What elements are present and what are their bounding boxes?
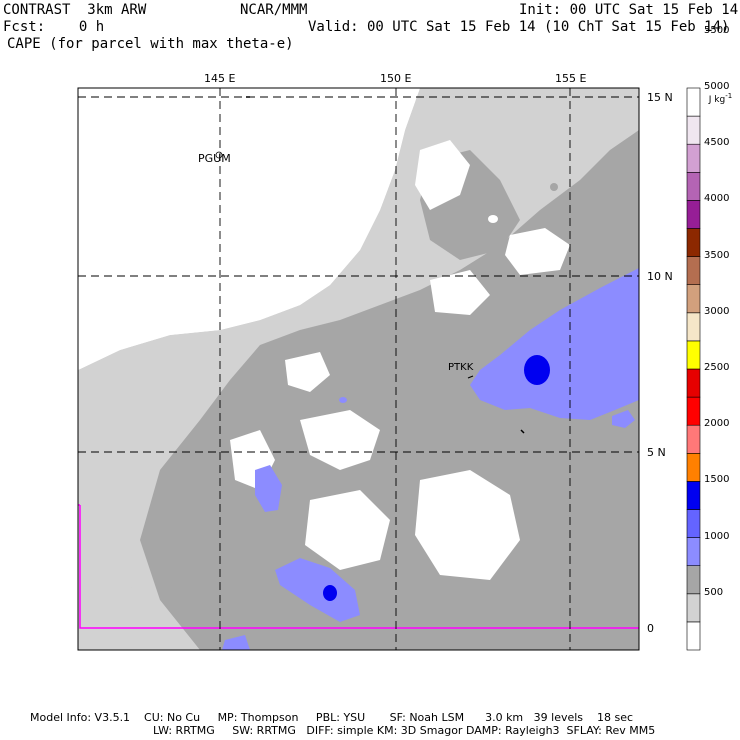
colorbar-swatch — [686, 509, 701, 538]
map-frame — [77, 87, 640, 651]
low-cape-hole-2 — [505, 228, 570, 275]
colorbar-swatch — [686, 200, 701, 229]
colorbar-swatch — [686, 452, 701, 482]
colorbar-units-text: J kg — [708, 95, 726, 105]
island-mark-icon — [520, 429, 525, 434]
cape-shading — [78, 88, 639, 650]
cape-2000-2500-core-1 — [524, 355, 550, 385]
colorbar-swatch — [686, 368, 701, 398]
colorbar-swatch — [686, 143, 701, 173]
colorbar-label: 500 — [704, 586, 724, 598]
colorbar-swatch — [686, 228, 701, 257]
colorbar-label: 1000 — [704, 530, 730, 542]
low-cape-hole-1 — [415, 140, 470, 210]
station-label-ptkk: PTKK — [448, 362, 474, 373]
colorbar-swatch — [686, 284, 701, 314]
low-cape-hole-5 — [300, 410, 380, 470]
low-cape-hole-3 — [430, 270, 490, 315]
cape-island-2 — [550, 183, 558, 191]
colorbar-label: 4000 — [704, 193, 730, 205]
colorbar-label: 2000 — [704, 418, 730, 430]
colorbar-label: 5000 — [704, 81, 730, 92]
colorbar-swatch — [686, 312, 701, 342]
colorbar-swatch — [686, 593, 701, 623]
forecast-hour: Fcst: 0 h — [3, 19, 105, 35]
colorbar-units-exp: -1 — [725, 92, 733, 100]
guam-island-icon — [215, 151, 223, 159]
colorbar-swatch — [686, 87, 701, 117]
colorbar — [686, 87, 701, 651]
colorbar-label: 3500 — [704, 249, 730, 261]
model-info-line2: LW: RRTMG SW: RRTMG DIFF: simple KM: 3D … — [153, 724, 656, 737]
cape-2000-2500-core-2 — [323, 585, 337, 601]
colorbar-swatch — [686, 621, 701, 651]
init-time: Init: 00 UTC Sat 15 Feb 14 — [519, 2, 739, 18]
colorbar-label: 2500 — [704, 362, 730, 373]
cape-1500-2000-spot-2 — [612, 410, 635, 428]
lon-label-155: 155 E — [555, 72, 587, 85]
lon-label-150: 150 E — [380, 72, 412, 85]
lat-label-0: 0 — [647, 622, 654, 635]
colorbar-swatch — [686, 115, 701, 145]
colorbar-label: 1500 — [704, 474, 730, 486]
organization: NCAR/MMM — [240, 2, 308, 18]
colorbar-swatch — [686, 172, 701, 201]
cape-1500-2000-east — [470, 268, 639, 420]
colorbar-swatch — [686, 424, 701, 454]
station-label-pgum: PGUM — [198, 152, 231, 165]
lat-lon-grid — [78, 88, 639, 650]
low-cape-hole-7 — [415, 470, 520, 580]
model-info-line1: Model Info: V3.5.1 CU: No Cu MP: Thompso… — [30, 711, 634, 724]
cape-1500-2000-dot — [339, 397, 347, 403]
domain-boundary — [79, 505, 639, 629]
low-cape-hole-4 — [285, 352, 330, 392]
model-name: CONTRAST 3km ARW — [3, 2, 147, 18]
lat-label-5n: 5 N — [647, 446, 666, 459]
colorbar-swatch — [686, 481, 701, 510]
low-cape-west — [78, 88, 420, 370]
lat-label-15n: 15 N — [647, 91, 673, 104]
cape-1500-2000-spot-1 — [255, 465, 282, 512]
cape-island-1 — [488, 215, 498, 223]
cape-1500-2000-south — [275, 558, 360, 622]
cape-1500-2000-spot-3 — [222, 635, 250, 650]
colorbar-units: J kg-1 — [703, 82, 732, 105]
colorbar-swatch — [686, 565, 701, 595]
low-cape-hole-6 — [305, 490, 390, 570]
colorbar-label: 4500 — [704, 137, 730, 149]
colorbar-swatch — [686, 256, 701, 286]
valid-time: Valid: 00 UTC Sat 15 Feb 14 (10 ChT Sat … — [308, 19, 730, 35]
ptkk-marker-icon — [467, 375, 474, 379]
colorbar-swatch — [686, 537, 701, 566]
field-title: CAPE (for parcel with max theta-e) — [7, 36, 294, 52]
colorbar-swatch — [686, 396, 701, 426]
lon-label-145: 145 E — [204, 72, 236, 85]
colorbar-label: 3000 — [704, 305, 730, 317]
colorbar-swatch — [686, 340, 701, 370]
colorbar-label: 5500 — [704, 24, 730, 36]
lat-label-10n: 10 N — [647, 270, 673, 283]
